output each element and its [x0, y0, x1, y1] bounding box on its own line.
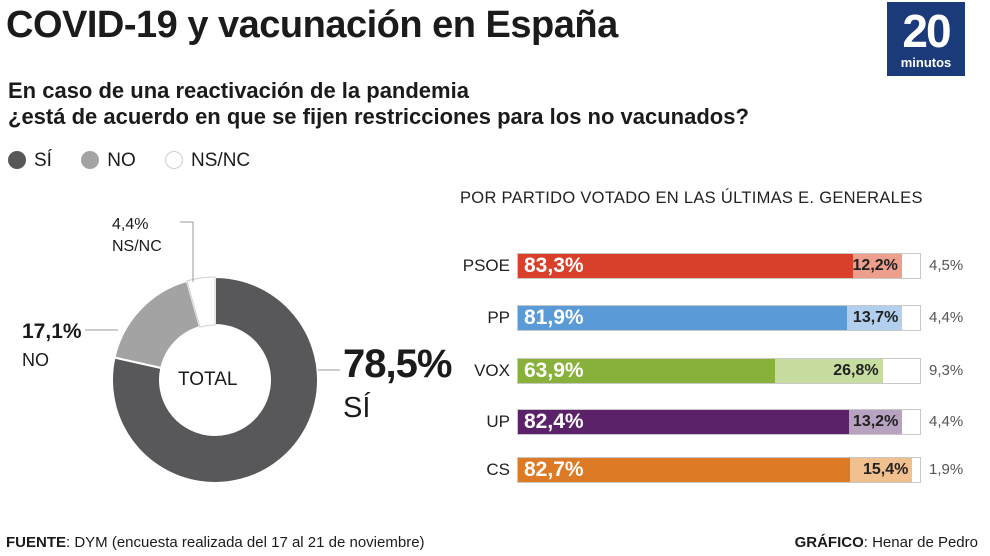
bar-segment-no-pp: 13,7% — [847, 306, 903, 330]
bar-label-no-psoe: 12,2% — [852, 257, 898, 274]
donut-slice-no — [113, 279, 202, 370]
party-label-up: UP — [486, 412, 510, 431]
bar-label-nsnc-pp: 4,4% — [929, 309, 964, 326]
footer-source: FUENTE: DYM (encuesta realizada del 17 a… — [6, 534, 425, 551]
bar-segment-no-vox: 26,8% — [774, 359, 883, 383]
donut-yes-value: 78,5% — [343, 342, 452, 386]
bar-track-up: 82,4% 13,2% — [517, 409, 921, 435]
donut-nsnc-value: 4,4% — [112, 216, 149, 233]
donut-slice-nsnc — [186, 276, 216, 328]
survey-question: En caso de una reactivación de la pandem… — [8, 78, 749, 130]
donut-slices — [111, 275, 319, 484]
legend: SÍ NO NS/NC — [8, 150, 274, 172]
bar-row-up: UP 82,4% 13,2% 4,4% — [455, 409, 975, 435]
bar-label-no-cs: 15,4% — [862, 461, 909, 478]
source-text: : DYM (encuesta realizada del 17 al 21 d… — [66, 534, 425, 551]
legend-label-yes: SÍ — [34, 150, 52, 171]
legend-item-no: NO — [81, 150, 136, 172]
legend-swatch-yes — [8, 151, 26, 169]
bar-track-vox: 63,9% 26,8% — [517, 358, 921, 384]
legend-swatch-nsnc — [165, 151, 184, 169]
legend-label-no: NO — [107, 150, 136, 171]
donut-center-label: TOTAL — [178, 369, 238, 390]
logo-word: minutos — [900, 55, 952, 70]
bar-row-cs: CS 82,7% 15,4% 1,9% — [455, 457, 975, 483]
party-label-psoe: PSOE — [462, 256, 510, 275]
bar-label-no-up: 13,2% — [852, 413, 899, 430]
question-line-1: En caso de una reactivación de la pandem… — [8, 78, 469, 103]
donut-nsnc-label: NS/NC — [112, 238, 162, 255]
bar-label-yes-up: 82,4% — [524, 410, 584, 433]
credit-key: GRÁFICO — [794, 534, 864, 551]
bar-segment-no-up: 13,2% — [849, 410, 903, 434]
legend-swatch-no — [81, 151, 100, 169]
bar-row-vox: VOX 63,9% 26,8% 9,3% — [455, 358, 975, 384]
credit-text: : Henar de Pedro — [863, 534, 978, 551]
bar-label-yes-cs: 82,7% — [524, 458, 584, 481]
bars-subtitle: POR PARTIDO VOTADO EN LAS ÚLTIMAS E. GEN… — [460, 189, 923, 207]
bar-track-cs: 82,7% 15,4% — [517, 457, 921, 483]
bar-segment-yes-vox: 63,9% — [518, 359, 775, 383]
bar-row-pp: PP 81,9% 13,7% 4,4% — [455, 305, 975, 331]
source-key: FUENTE — [6, 534, 66, 551]
donut-slice-yes — [111, 275, 319, 484]
party-label-pp: PP — [487, 308, 510, 327]
bar-segment-no-cs: 15,4% — [850, 458, 913, 482]
bar-row-psoe: PSOE 83,3% 12,2% 4,5% — [455, 253, 975, 279]
bar-label-yes-psoe: 83,3% — [524, 254, 584, 277]
bar-segment-yes-up: 82,4% — [518, 410, 850, 434]
question-line-2: ¿está de acuerdo en que se fijen restric… — [8, 104, 749, 129]
legend-item-yes: SÍ — [8, 150, 52, 172]
donut-yes-label: SÍ — [343, 392, 371, 424]
nsnc-leader-line — [180, 221, 194, 282]
party-label-vox: VOX — [474, 361, 510, 380]
donut-no-label: NO — [22, 350, 49, 370]
bar-label-yes-pp: 81,9% — [524, 306, 584, 329]
party-label-cs: CS — [486, 460, 510, 479]
footer-credit: GRÁFICO: Henar de Pedro — [795, 534, 978, 551]
donut-no-value: 17,1% — [22, 320, 82, 343]
bar-segment-yes-pp: 81,9% — [518, 306, 848, 330]
logo-number: 20 — [902, 5, 951, 57]
bar-label-yes-vox: 63,9% — [524, 359, 584, 382]
legend-item-nsnc: NS/NC — [165, 150, 250, 172]
bar-track-pp: 81,9% 13,7% — [517, 305, 921, 331]
bar-label-nsnc-up: 4,4% — [929, 413, 964, 430]
bar-label-no-vox: 26,8% — [833, 362, 879, 379]
legend-label-nsnc: NS/NC — [191, 150, 251, 171]
bar-segment-yes-psoe: 83,3% — [518, 254, 853, 278]
bar-label-no-pp: 13,7% — [852, 309, 899, 326]
page-title: COVID-19 y vacunación en España — [6, 4, 618, 46]
brand-logo: 20 minutos — [887, 2, 965, 76]
bar-label-nsnc-psoe: 4,5% — [929, 257, 964, 274]
bar-label-nsnc-vox: 9,3% — [929, 362, 964, 379]
donut-chart — [85, 221, 340, 484]
bar-segment-no-psoe: 12,2% — [853, 254, 902, 278]
bar-label-nsnc-cs: 1,9% — [929, 461, 964, 478]
bar-segment-yes-cs: 82,7% — [518, 458, 851, 482]
bar-track-psoe: 83,3% 12,2% — [517, 253, 921, 279]
